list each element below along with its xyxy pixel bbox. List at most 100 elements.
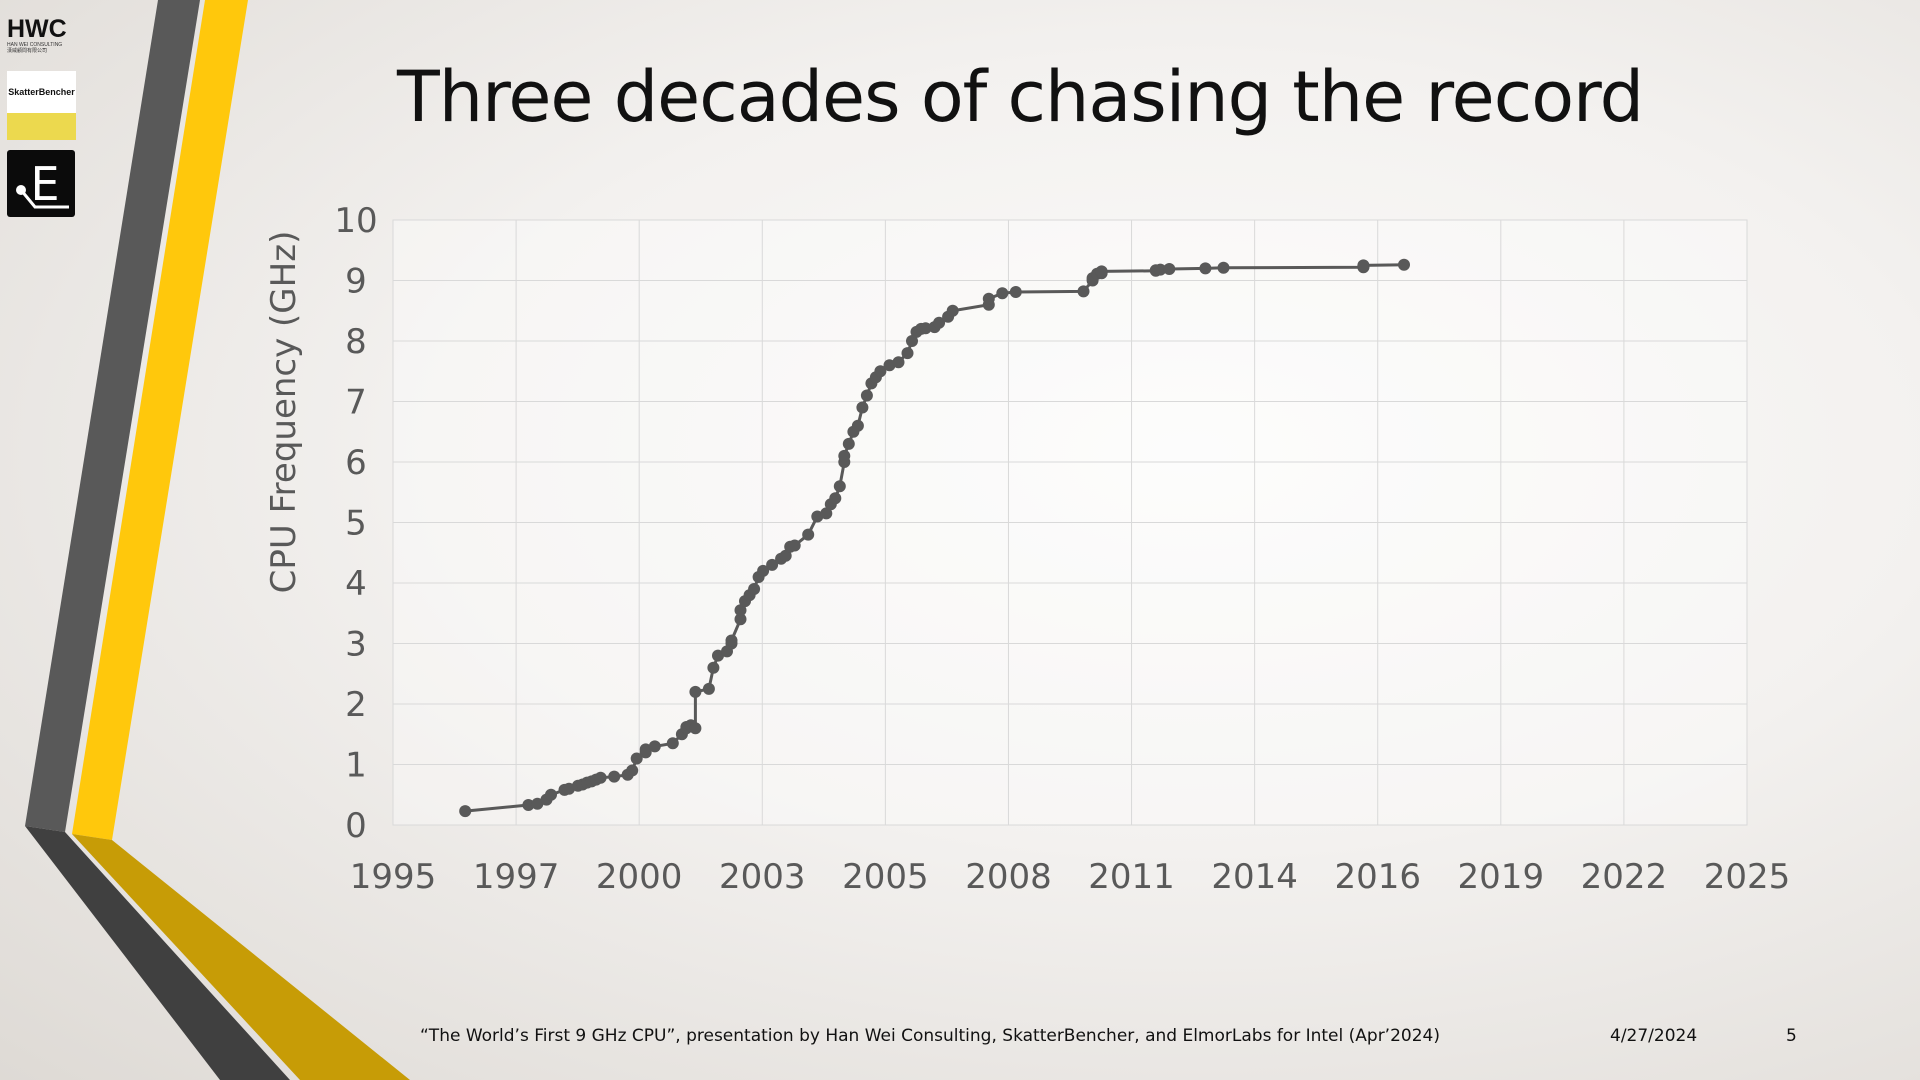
data-point (748, 583, 761, 595)
x-tick-label: 2011 (1088, 857, 1175, 897)
data-point (1009, 286, 1022, 298)
data-point (820, 507, 833, 520)
data-point (1154, 263, 1167, 276)
data-point (725, 634, 738, 647)
data-point (1217, 261, 1230, 274)
data-point (982, 292, 995, 305)
data-point (766, 558, 779, 571)
data-point (901, 347, 914, 360)
y-tick-label: 1 (345, 746, 367, 786)
page-number: 5 (1786, 1026, 1797, 1046)
elmorlabs-logo-text: E (30, 157, 59, 211)
y-tick-label: 3 (345, 625, 367, 665)
slide-title: Three decades of chasing the record (396, 56, 1644, 138)
x-tick-label: 2014 (1211, 857, 1298, 897)
data-point (906, 335, 918, 347)
y-tick-label: 10 (334, 201, 377, 241)
data-point (734, 604, 747, 617)
data-point (626, 764, 639, 777)
data-point (1398, 258, 1410, 271)
x-tick-label: 2016 (1334, 857, 1421, 897)
y-tick-label: 2 (345, 685, 367, 725)
data-point (522, 799, 535, 811)
data-point (802, 528, 815, 541)
data-point (757, 564, 770, 577)
x-tick-label: 1995 (350, 857, 437, 897)
data-point (919, 322, 932, 335)
dark-lower-stripe (25, 826, 290, 1080)
data-point (689, 685, 702, 698)
data-point (608, 770, 621, 783)
data-point (788, 539, 801, 552)
data-point (707, 661, 720, 674)
x-tick-label: 2022 (1581, 857, 1668, 897)
hwc-logo-subtext-cn: 漢威顧問有限公司 (7, 48, 48, 54)
data-point (779, 549, 792, 562)
data-point (874, 365, 887, 378)
data-point (933, 316, 946, 329)
data-point (594, 771, 607, 784)
data-point (838, 449, 851, 462)
data-point (545, 788, 557, 801)
x-tick-label: 2025 (1704, 857, 1791, 897)
data-point (1095, 265, 1108, 278)
hwc-logo-subtext: HAN WEI CONSULTING (7, 42, 63, 48)
data-point (1199, 262, 1212, 275)
data-point (666, 737, 679, 750)
data-point (842, 437, 855, 450)
hwc-logo: HWC HAN WEI CONSULTING 漢威顧問有限公司 (7, 16, 77, 62)
y-tick-label: 0 (345, 806, 367, 846)
x-tick-label: 2019 (1458, 857, 1545, 897)
skatterbencher-logo-band (7, 113, 76, 140)
elmorlabs-logo-line (19, 189, 69, 209)
dark-stripe (25, 0, 200, 832)
data-points (459, 258, 1410, 818)
data-point (459, 805, 472, 818)
y-axis-label: CPU Frequency (GHz) (264, 231, 304, 594)
grid-lines (392, 219, 1748, 826)
y-tick-label: 6 (345, 443, 367, 483)
data-point (734, 613, 747, 626)
x-tick-labels: 1995 1997 2000 2003 2005 2008 2011 2014 2016 2019… (350, 857, 1791, 897)
data-point (829, 492, 842, 505)
x-tick-label: 2008 (965, 857, 1052, 897)
elmorlabs-logo: E (7, 150, 75, 217)
data-point (639, 743, 652, 756)
data-point (996, 287, 1009, 300)
y-tick-label: 5 (345, 504, 367, 544)
data-point (851, 419, 864, 432)
data-point (892, 356, 905, 369)
skatterbencher-logo-text: SkatterBencher (8, 87, 75, 97)
data-point (1163, 263, 1176, 275)
footer-date: 4/27/2024 (1610, 1026, 1698, 1046)
data-point (1077, 285, 1090, 298)
gold-lower-stripe (72, 834, 410, 1080)
data-point (702, 682, 715, 695)
data-point (689, 722, 702, 735)
data-point (1357, 259, 1370, 272)
data-point (630, 752, 643, 765)
data-point (833, 480, 846, 493)
data-point (856, 401, 869, 414)
y-tick-label: 7 (345, 383, 367, 423)
x-tick-label: 1997 (473, 857, 560, 897)
x-tick-label: 2005 (842, 857, 929, 897)
yellow-stripe (72, 0, 248, 840)
y-tick-label: 4 (345, 564, 367, 604)
x-tick-label: 2003 (719, 857, 806, 897)
y-tick-label: 9 (345, 262, 367, 302)
footer-citation: “The World’s First 9 GHz CPU”, presentat… (420, 1026, 1440, 1046)
x-tick-label: 2000 (596, 857, 683, 897)
data-point (946, 304, 959, 317)
y-tick-labels: 0 1 2 3 4 5 6 7 8 9 10 (334, 201, 377, 846)
data-point (648, 740, 661, 753)
hwc-logo-text: HWC (7, 15, 67, 43)
data-point (531, 797, 544, 810)
skatterbencher-logo: SkatterBencher (7, 71, 76, 140)
data-point (860, 389, 873, 402)
data-point (712, 649, 724, 662)
data-point (811, 510, 824, 523)
y-tick-label: 8 (345, 322, 367, 362)
